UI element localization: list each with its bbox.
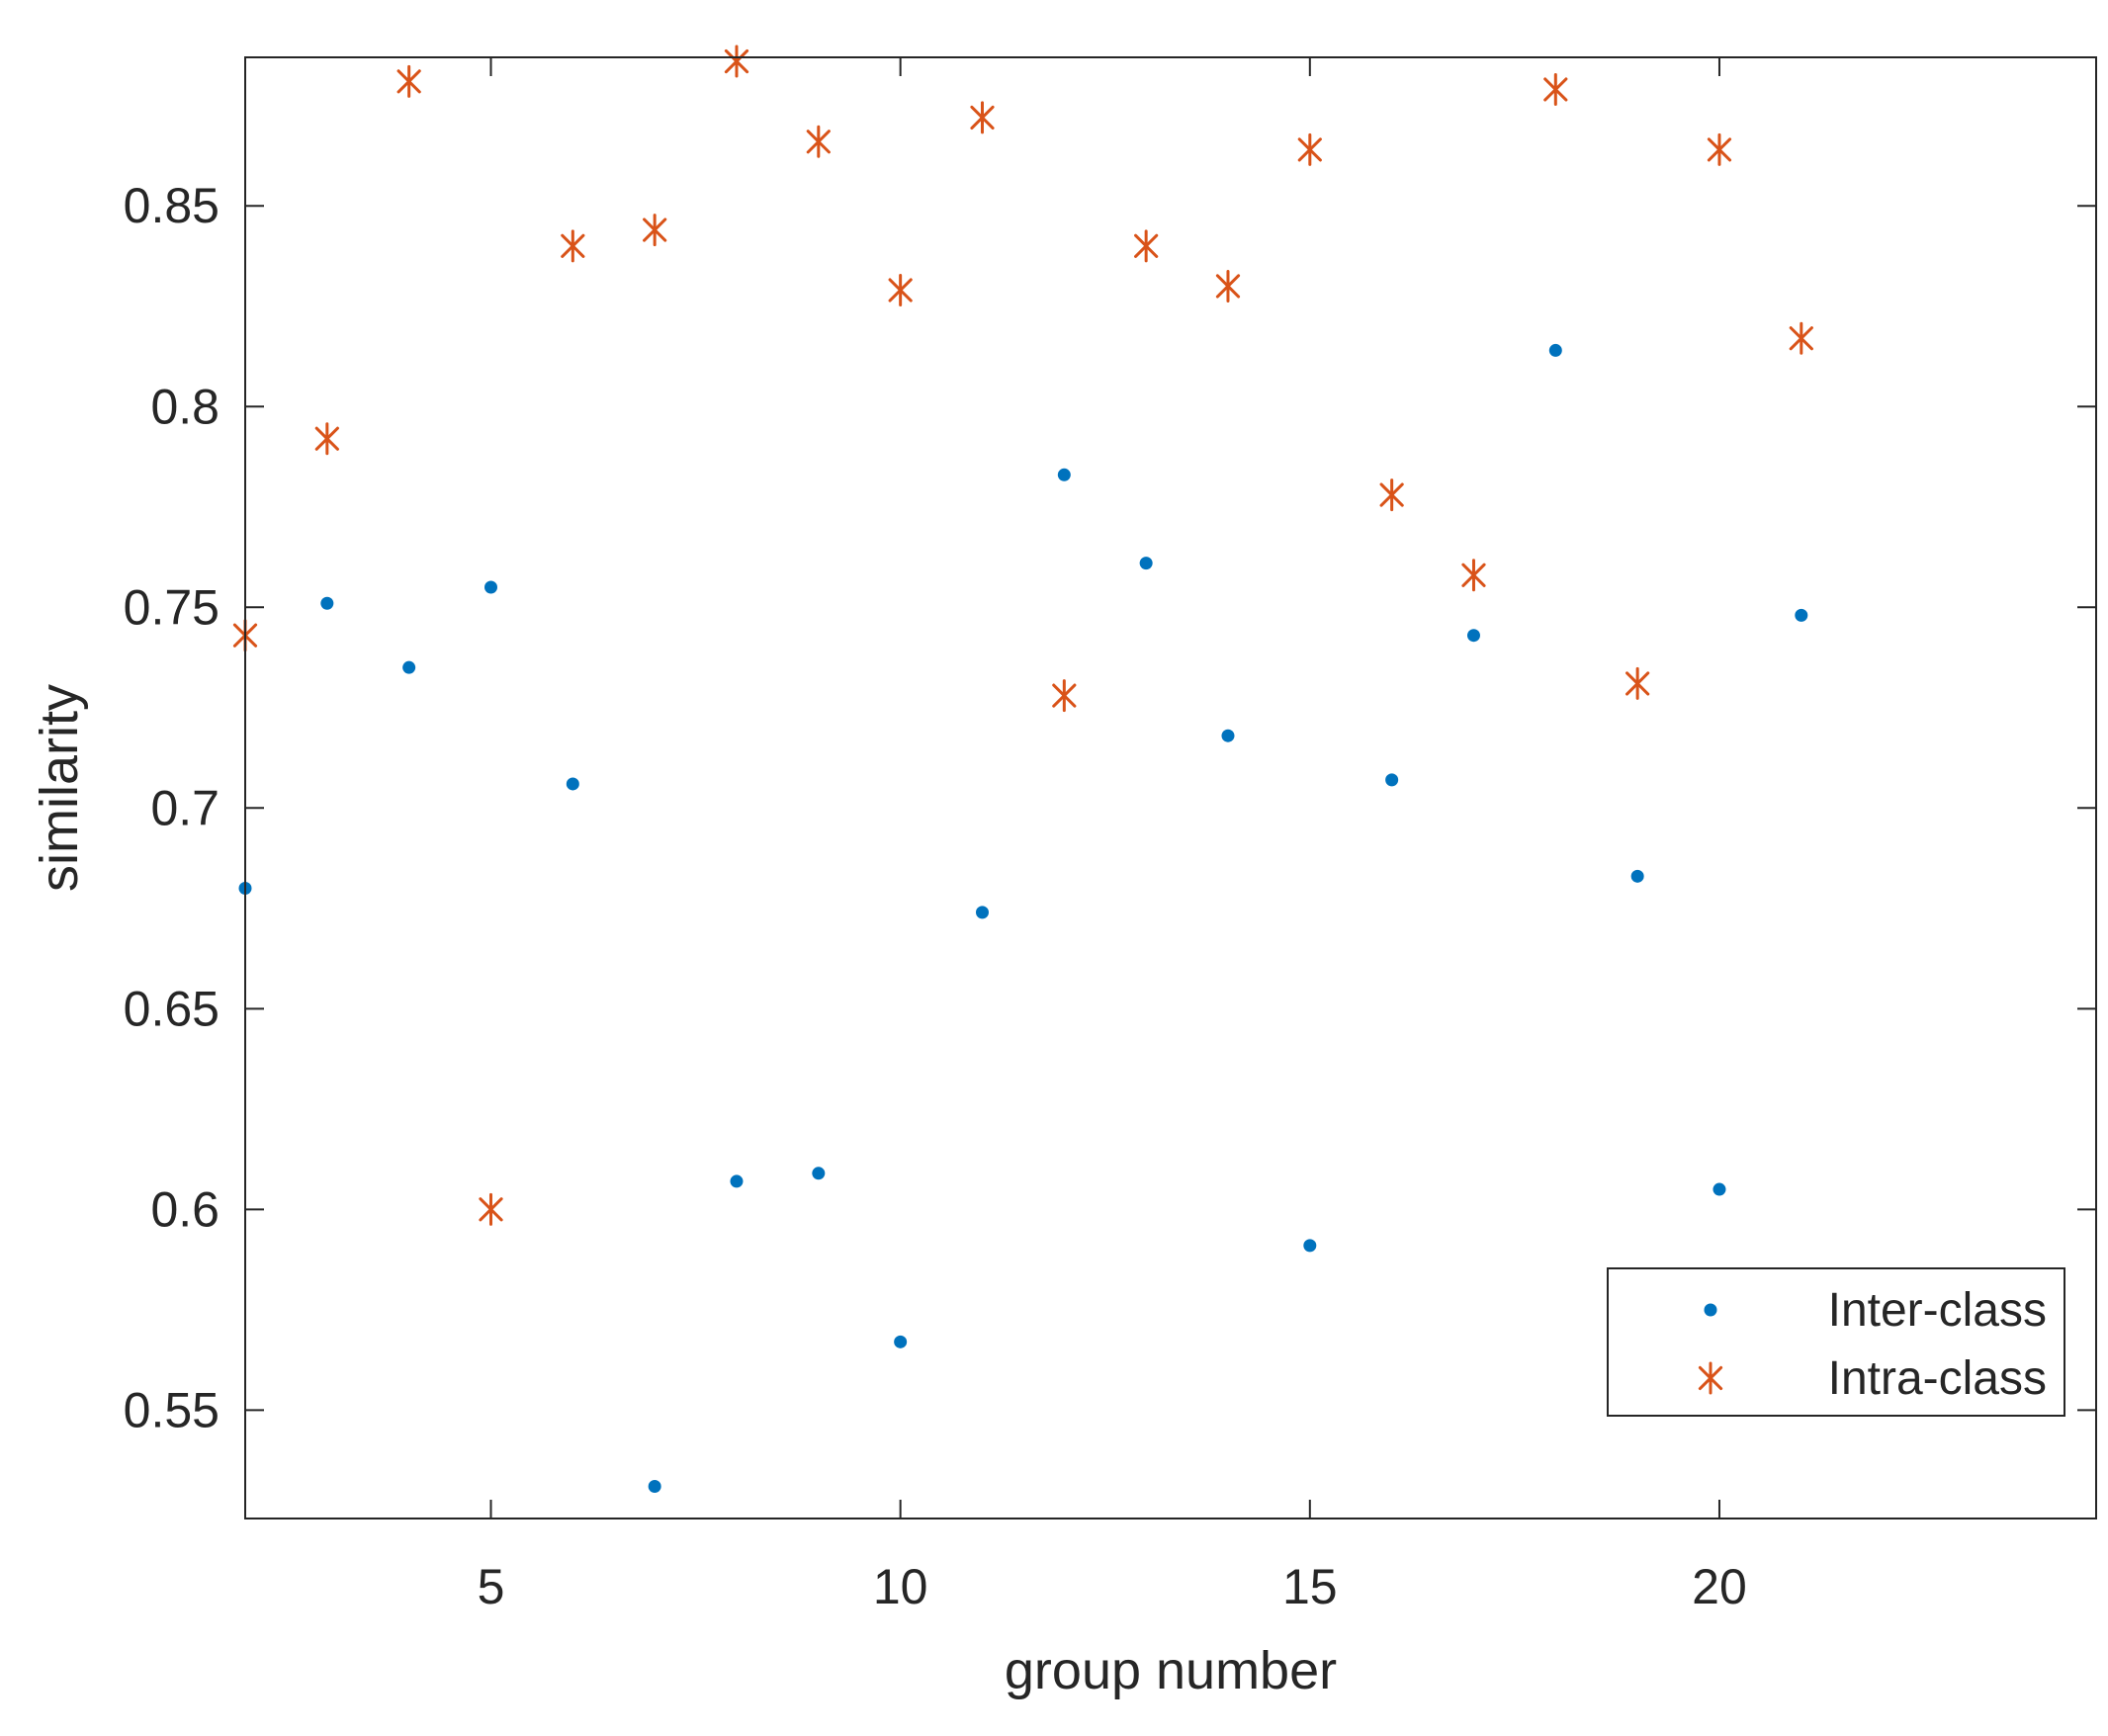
y-tick-label: 0.7 bbox=[150, 780, 220, 835]
y-tick-label: 0.8 bbox=[150, 379, 220, 434]
data-point-asterisk bbox=[1543, 72, 1568, 106]
y-tick-label: 0.85 bbox=[124, 178, 220, 233]
data-point-asterisk bbox=[1297, 132, 1322, 166]
y-tick-label: 0.65 bbox=[124, 981, 220, 1036]
data-point-asterisk bbox=[1707, 132, 1732, 166]
data-point-dot bbox=[1548, 343, 1562, 357]
data-point-asterisk bbox=[1789, 321, 1813, 355]
data-point-dot bbox=[812, 1167, 826, 1180]
data-point-asterisk bbox=[643, 214, 667, 247]
data-point-dot bbox=[1713, 1182, 1726, 1196]
data-point-dot bbox=[320, 596, 334, 610]
data-point-asterisk bbox=[1379, 478, 1404, 512]
x-tick-label: 5 bbox=[478, 1559, 505, 1614]
legend-marker-inter-class bbox=[1704, 1303, 1717, 1317]
data-point-dot bbox=[1057, 468, 1071, 481]
data-point-dot bbox=[1466, 629, 1480, 643]
legend-asterisk-mark bbox=[1698, 1361, 1723, 1395]
data-point-dot bbox=[1221, 729, 1235, 742]
plot-frame bbox=[244, 56, 2097, 1519]
data-point-asterisk bbox=[806, 125, 831, 158]
y-tick-label: 0.6 bbox=[150, 1181, 220, 1237]
data-point-dot bbox=[1630, 869, 1644, 883]
data-point-dot bbox=[1385, 773, 1399, 787]
data-point-asterisk bbox=[724, 44, 749, 78]
data-point-dot bbox=[483, 580, 497, 594]
series-intra-class bbox=[232, 44, 1813, 1226]
data-point-dot bbox=[648, 1480, 661, 1494]
data-point-asterisk bbox=[396, 64, 421, 98]
x-tick-labels: 5 10 15 20 bbox=[478, 1559, 1747, 1614]
x-tick-label: 20 bbox=[1692, 1559, 1747, 1614]
y-tick-label: 0.55 bbox=[124, 1382, 220, 1437]
data-point-dot bbox=[1795, 608, 1808, 622]
y-axis-label: similarity bbox=[30, 684, 89, 892]
data-point-dot bbox=[1303, 1239, 1317, 1253]
data-point-asterisk bbox=[1134, 229, 1159, 263]
data-point-dot bbox=[1139, 557, 1153, 570]
series-inter-class bbox=[238, 343, 1808, 1494]
legend-label-intra-class: Intra-class bbox=[1828, 1352, 2047, 1405]
data-point-dot bbox=[566, 777, 579, 791]
data-point-asterisk bbox=[1215, 269, 1241, 303]
data-point-asterisk bbox=[1625, 666, 1650, 700]
y-tick-label: 0.75 bbox=[124, 579, 220, 635]
legend-box bbox=[1607, 1267, 2065, 1417]
x-tick-label: 15 bbox=[1282, 1559, 1338, 1614]
data-point-asterisk bbox=[479, 1192, 503, 1226]
data-point-dot bbox=[894, 1335, 908, 1348]
data-point-asterisk bbox=[1461, 559, 1486, 592]
data-point-dot bbox=[975, 906, 989, 919]
legend-label-inter-class: Inter-class bbox=[1828, 1284, 2047, 1337]
data-point-asterisk bbox=[970, 101, 995, 134]
legend-dot-mark bbox=[1704, 1303, 1717, 1317]
legend: Inter-class Intra-class bbox=[1607, 1267, 2065, 1417]
x-tick-label: 10 bbox=[873, 1559, 928, 1614]
data-point-asterisk bbox=[314, 422, 339, 456]
data-point-asterisk bbox=[888, 274, 913, 307]
data-point-dot bbox=[730, 1174, 744, 1188]
marks-layer bbox=[232, 44, 1813, 1494]
data-point-asterisk bbox=[1052, 679, 1077, 713]
legend-marker-intra-class bbox=[1698, 1361, 1723, 1395]
data-point-asterisk bbox=[561, 229, 585, 263]
x-axis-label: group number bbox=[1005, 1641, 1337, 1700]
ticks-layer bbox=[245, 57, 2096, 1519]
data-point-dot bbox=[402, 660, 416, 674]
y-tick-labels: 0.55 0.6 0.65 0.7 0.75 0.8 0.85 bbox=[124, 178, 220, 1437]
